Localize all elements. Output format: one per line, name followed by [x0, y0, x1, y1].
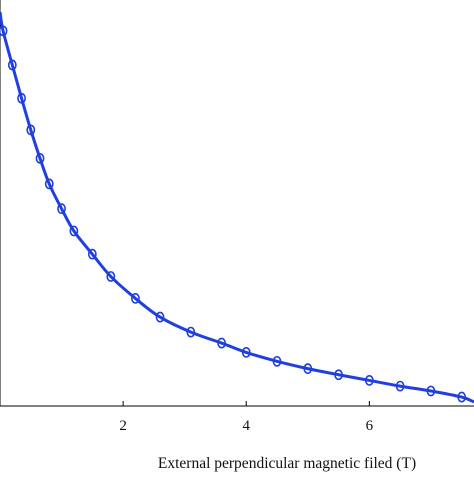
- data-point-marker: [303, 363, 313, 375]
- data-point-marker: [87, 248, 97, 260]
- x-tick-label: 2: [119, 418, 127, 434]
- data-point-marker: [241, 347, 251, 358]
- data-point-marker: [457, 391, 467, 403]
- data-point-marker: [155, 311, 165, 323]
- data-point-marker: [17, 92, 26, 104]
- data-point-marker: [426, 385, 436, 397]
- series-line: [0, 11, 474, 404]
- data-point-marker: [334, 369, 343, 381]
- x-ticks: 2 4 6: [119, 401, 374, 434]
- x-tick-label: 6: [366, 418, 374, 434]
- data-point-marker: [131, 293, 140, 304]
- data-point-marker: [69, 225, 79, 237]
- x-axis-label: External perpendicular magnetic filed (T…: [158, 455, 416, 472]
- data-point-marker: [44, 178, 54, 190]
- data-point-marker: [35, 152, 45, 164]
- data-point-marker: [217, 337, 227, 349]
- data-point-marker: [395, 380, 405, 392]
- data-point-marker: [364, 375, 374, 386]
- data-point-marker: [106, 271, 116, 282]
- data-point-marker: [57, 203, 66, 215]
- series-group: [0, 11, 474, 404]
- data-point-marker: [0, 25, 8, 37]
- x-tick-label: 4: [242, 418, 250, 434]
- axes: [0, 0, 474, 407]
- data-point-marker: [26, 124, 36, 136]
- data-point-marker: [272, 355, 282, 367]
- data-point-marker: [186, 326, 196, 338]
- data-point-marker: [7, 59, 17, 71]
